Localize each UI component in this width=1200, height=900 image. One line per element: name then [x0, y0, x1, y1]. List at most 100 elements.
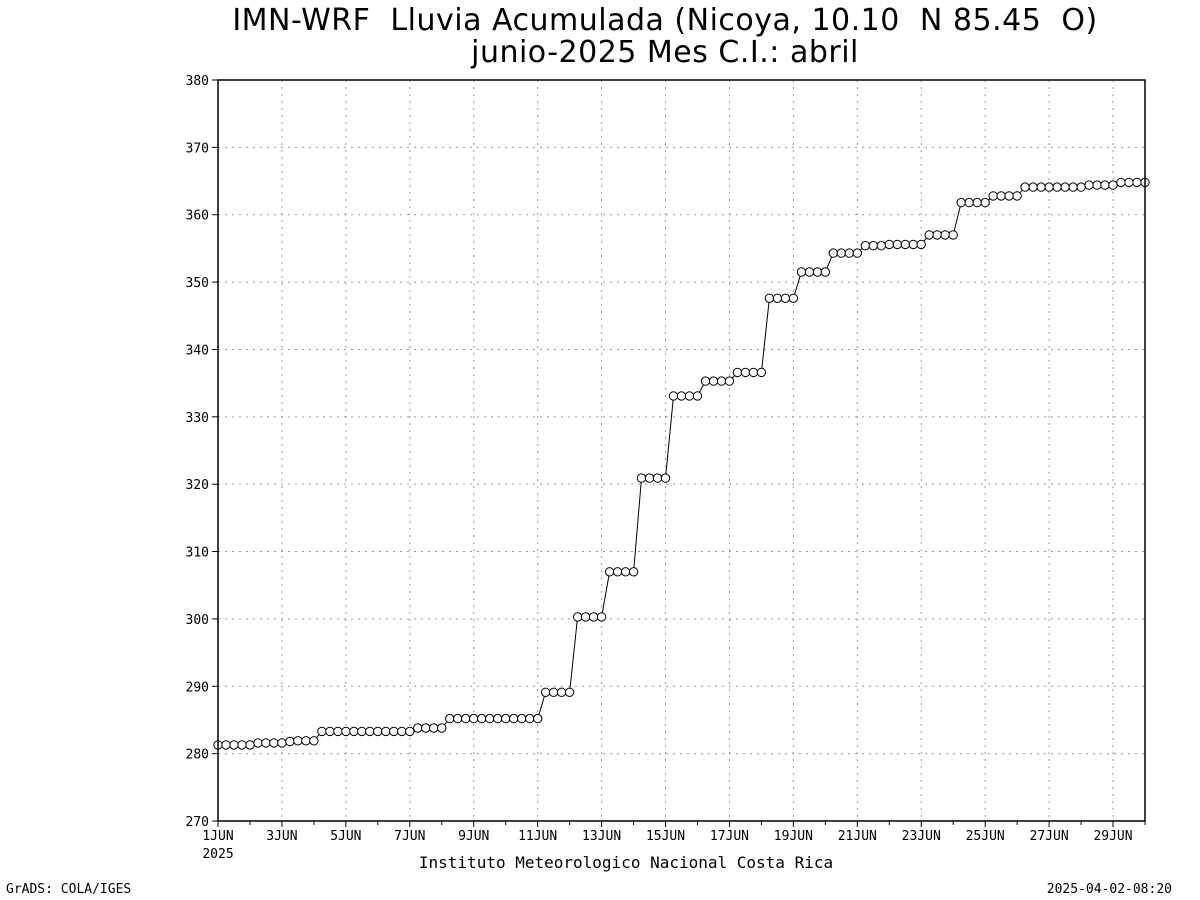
data-point	[349, 726, 359, 737]
data-point	[988, 191, 998, 201]
data-point	[812, 267, 823, 277]
y-tick-label: 380	[186, 74, 209, 89]
data-point	[1060, 182, 1070, 192]
data-point	[732, 367, 743, 378]
data-point	[628, 567, 639, 577]
data-point	[397, 726, 407, 737]
data-point	[1076, 182, 1086, 192]
x-tick-label: 5JUN	[330, 829, 361, 844]
data-point	[301, 736, 311, 746]
y-tick-label: 310	[186, 546, 209, 561]
data-point	[644, 473, 655, 483]
data-point	[556, 687, 567, 697]
data-point	[317, 726, 327, 737]
y-tick-label: 320	[186, 478, 209, 493]
data-point	[421, 723, 431, 733]
series-points	[213, 177, 1150, 750]
data-point	[1092, 180, 1102, 190]
data-point	[908, 239, 918, 250]
data-point	[996, 191, 1006, 201]
data-point	[796, 267, 807, 277]
data-point	[1100, 180, 1110, 190]
data-point	[956, 197, 966, 208]
data-point	[389, 726, 399, 737]
data-point	[469, 713, 479, 724]
x-tick-label: 25JUN	[966, 829, 1005, 844]
data-point	[652, 473, 663, 483]
data-point	[724, 376, 735, 386]
data-point	[548, 687, 559, 697]
data-point	[461, 713, 471, 724]
data-point	[1020, 182, 1030, 192]
data-point	[852, 248, 862, 258]
axes: 270 280 290 300 310 320 330 340 350 360 370 380 1JUN…	[186, 74, 1146, 862]
data-point	[588, 612, 599, 622]
data-point	[1012, 191, 1022, 201]
y-tick-label: 270	[186, 815, 209, 830]
y-tick-label: 280	[186, 748, 209, 763]
data-point	[381, 726, 391, 737]
data-point	[596, 612, 607, 622]
data-point	[716, 376, 727, 386]
data-point	[708, 376, 719, 386]
x-tick-label: 3JUN	[266, 829, 297, 844]
x-tick-label: 19JUN	[774, 829, 813, 844]
data-point	[445, 713, 455, 724]
x-tick-label: 11JUN	[518, 829, 557, 844]
data-point	[373, 726, 383, 737]
data-point	[820, 267, 830, 277]
data-point	[892, 239, 902, 250]
data-point	[453, 713, 463, 724]
data-point	[740, 367, 751, 378]
data-point	[477, 713, 487, 724]
data-point	[333, 726, 343, 737]
timestamp-label: 2025-04-02-08:20	[1046, 882, 1172, 897]
data-point	[900, 239, 910, 250]
data-point	[572, 612, 583, 622]
chart-subtitle: junio-2025 Mes C.I.: abril	[471, 35, 859, 70]
data-point	[676, 391, 687, 401]
data-point	[413, 723, 423, 733]
data-point	[668, 391, 679, 401]
data-point	[285, 736, 295, 747]
x-tick-label: 21JUN	[838, 829, 877, 844]
data-point	[764, 293, 775, 303]
data-point	[1084, 180, 1094, 190]
data-point	[540, 687, 551, 697]
data-point	[756, 367, 767, 378]
data-point	[1108, 180, 1118, 190]
data-point	[876, 241, 886, 251]
x-tick-label: 9JUN	[458, 829, 489, 844]
y-tick-label: 350	[186, 276, 209, 291]
data-point	[884, 239, 894, 250]
data-point	[269, 738, 279, 748]
data-point	[517, 713, 527, 724]
data-point	[1052, 182, 1062, 192]
data-point	[357, 726, 367, 737]
data-point	[309, 736, 319, 746]
y-tick-label: 370	[186, 141, 209, 156]
data-point	[564, 687, 575, 697]
data-point	[1124, 177, 1134, 188]
data-point	[533, 713, 543, 724]
data-point	[509, 713, 519, 724]
y-tick-label: 330	[186, 411, 209, 426]
y-tick-label: 360	[186, 209, 209, 224]
data-point	[620, 567, 631, 577]
data-point	[525, 713, 535, 724]
data-point	[229, 740, 239, 750]
y-tick-label: 300	[186, 613, 209, 628]
x-tick-label: 17JUN	[710, 829, 749, 844]
data-point	[485, 713, 495, 724]
data-point	[684, 391, 695, 401]
data-point	[836, 248, 846, 258]
data-point	[604, 567, 615, 577]
grid-lines	[218, 80, 1145, 821]
data-point	[237, 740, 247, 750]
software-credit: GrADS: COLA/IGES	[6, 882, 132, 897]
data-point	[980, 197, 990, 208]
data-point	[493, 713, 503, 724]
x-tick-label: 27JUN	[1030, 829, 1069, 844]
data-point	[924, 230, 934, 240]
plot-frame	[217, 79, 1146, 822]
